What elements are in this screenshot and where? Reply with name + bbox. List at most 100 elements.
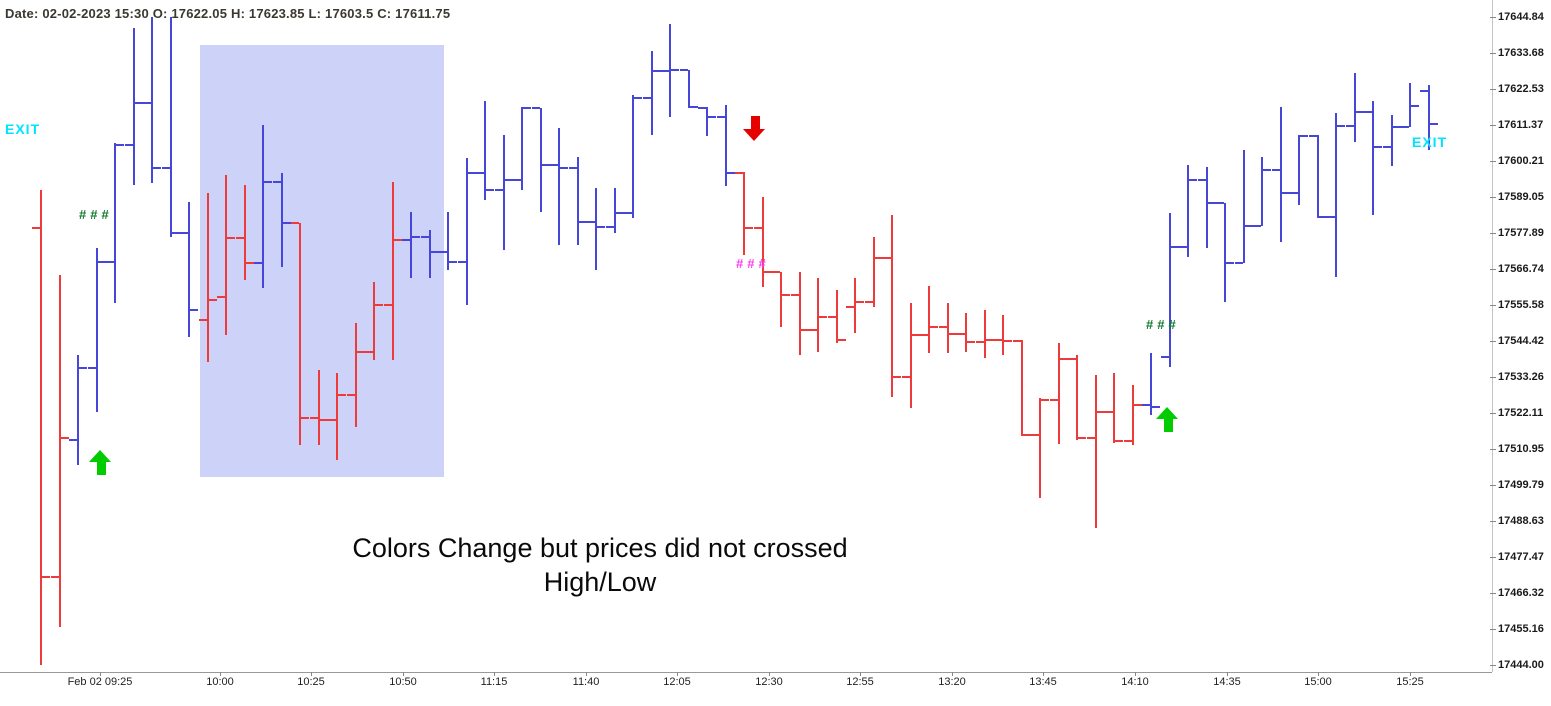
y-axis-line <box>1492 0 1493 672</box>
time-axis-label: 15:25 <box>1396 676 1424 688</box>
ohlc-bar <box>1076 354 1078 440</box>
ohlc-bar <box>373 282 375 361</box>
open-tick <box>1216 201 1224 204</box>
open-tick <box>938 325 947 328</box>
open-tick <box>32 227 40 230</box>
chart-area[interactable]: Date: 02-02-2023 15:30 O: 17622.05 H: 17… <box>0 0 1492 672</box>
close-tick <box>1244 225 1253 228</box>
ohlc-bar <box>780 272 782 327</box>
close-tick <box>985 339 994 342</box>
ohlc-bar <box>354 322 357 427</box>
close-tick <box>800 329 809 332</box>
ohlc-bar <box>95 248 98 413</box>
close-tick <box>948 332 957 335</box>
close-tick <box>745 227 753 230</box>
price-axis-label: 17611.37 <box>1498 118 1544 131</box>
open-tick <box>1012 340 1021 343</box>
price-axis-tick <box>1490 628 1496 630</box>
close-tick <box>190 309 198 312</box>
ohlc-bar <box>484 101 486 201</box>
ohlc-bar <box>299 222 301 445</box>
open-tick <box>420 235 429 238</box>
close-tick <box>1004 340 1012 343</box>
price-axis-label: 17533.26 <box>1498 371 1544 383</box>
time-axis-label: 12:30 <box>755 676 783 688</box>
close-tick <box>264 181 272 183</box>
ohlc-bar <box>595 188 597 271</box>
ohlc-bar <box>151 17 153 183</box>
ohlc-bar <box>1224 202 1226 303</box>
open-tick <box>1197 179 1206 182</box>
time-axis-tick <box>311 672 312 676</box>
open-tick <box>1234 261 1243 264</box>
open-tick <box>1271 169 1280 172</box>
price-axis-label: 17555.58 <box>1498 298 1544 311</box>
close-tick <box>763 271 772 274</box>
close-tick <box>911 333 920 336</box>
time-axis-label: 14:10 <box>1121 676 1149 688</box>
open-tick <box>901 375 910 378</box>
time-axis-tick <box>1410 672 1411 676</box>
close-tick <box>375 303 383 306</box>
price-axis-tick <box>1490 160 1496 162</box>
ohlc-bar <box>909 302 912 408</box>
close-tick <box>227 236 235 239</box>
open-tick <box>383 303 392 306</box>
close-tick <box>1263 169 1271 172</box>
ohlc-bar <box>1002 314 1004 355</box>
ohlc-bar <box>391 182 394 361</box>
close-tick <box>689 106 698 109</box>
close-tick <box>60 437 69 440</box>
close-tick <box>1133 403 1142 406</box>
time-axis-tick <box>494 672 495 676</box>
open-tick <box>994 339 1002 342</box>
ohlc-bar <box>1039 397 1041 498</box>
time-axis-tick <box>1135 672 1136 676</box>
close-tick <box>930 325 938 328</box>
ohlc-bar <box>669 23 671 117</box>
open-tick <box>439 251 447 253</box>
open-tick <box>1419 89 1428 92</box>
price-axis-label: 17488.63 <box>1498 515 1544 527</box>
trend-hash-marks-magenta: ### <box>736 256 770 271</box>
close-tick <box>245 261 254 264</box>
close-tick <box>1374 145 1382 148</box>
price-axis-tick <box>1490 377 1496 378</box>
ohlc-bar <box>576 156 579 245</box>
price-axis-tick <box>1490 557 1496 558</box>
close-tick <box>671 69 679 72</box>
open-tick <box>272 181 281 183</box>
ohlc-bar <box>465 158 468 305</box>
ohlc-bar <box>336 373 338 461</box>
close-tick <box>412 235 420 238</box>
close-tick <box>1226 261 1234 264</box>
time-axis-label: 13:45 <box>1029 676 1057 688</box>
ohlc-bar <box>1094 374 1097 528</box>
highlight-region <box>200 45 444 477</box>
open-tick <box>550 163 558 166</box>
close-tick <box>134 101 143 104</box>
time-axis-tick <box>586 672 587 676</box>
open-tick <box>291 221 299 224</box>
price-axis-label: 17477.47 <box>1498 551 1544 563</box>
ohlc-bar <box>1113 373 1115 443</box>
price-axis-label: 17633.68 <box>1498 47 1544 59</box>
time-axis-label: 15:00 <box>1304 676 1332 688</box>
close-tick <box>1096 411 1105 414</box>
open-tick <box>1142 403 1150 406</box>
ohlc-bar <box>521 106 523 191</box>
close-tick <box>1429 122 1438 125</box>
open-tick <box>1253 225 1261 228</box>
open-tick <box>864 301 873 304</box>
close-tick <box>486 189 494 192</box>
price-axis-tick <box>1490 592 1496 594</box>
open-tick <box>476 171 484 174</box>
ohlc-bar <box>1316 134 1319 219</box>
open-tick <box>568 167 577 170</box>
open-tick <box>513 179 521 182</box>
close-tick <box>652 70 661 73</box>
close-tick <box>208 298 217 301</box>
open-tick <box>679 69 688 72</box>
open-tick <box>1160 355 1169 358</box>
open-tick <box>716 115 725 118</box>
